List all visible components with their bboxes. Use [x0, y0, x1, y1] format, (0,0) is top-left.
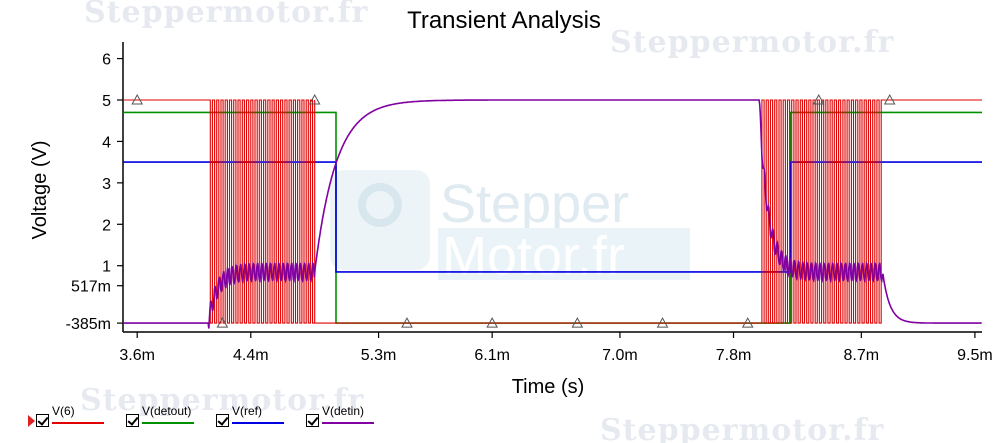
x-tick-label: 7.0m	[602, 347, 638, 364]
series-line-vdetin	[123, 99, 982, 329]
y-tick-label: 4	[102, 134, 111, 151]
legend-label-vref: V(ref)	[232, 404, 262, 418]
legend-swatch-v6	[52, 422, 104, 424]
legend-item-vref[interactable]: V(ref)	[216, 404, 284, 427]
y-tick-label: -385m	[66, 316, 111, 333]
watermark-bottom-left: Steppermotor.fr	[80, 383, 364, 418]
legend-item-vdetin[interactable]: V(detin)	[306, 404, 374, 427]
data-point-marker	[656, 317, 669, 328]
x-axis-label: Time (s)	[512, 376, 585, 398]
data-point-marker	[131, 93, 144, 105]
legend-item-v6[interactable]: V(6)	[28, 404, 104, 427]
watermark-logo: Stepper Motor.fr	[330, 170, 690, 286]
watermark-top-left: Steppermotor.fr	[84, 0, 368, 30]
y-tick-label: 6	[102, 52, 111, 69]
legend-label-vdetout: V(detout)	[142, 404, 192, 418]
watermark-bottom-right: Steppermotor.fr	[600, 413, 884, 443]
vdetout-checkbox[interactable]	[126, 414, 139, 427]
v6-checkbox[interactable]	[36, 414, 49, 427]
y-tick-label: 1	[102, 259, 111, 276]
legend-label-vdetin: V(detin)	[322, 404, 365, 418]
data-point-marker	[401, 317, 413, 328]
legend-swatch-vdetin	[322, 422, 374, 424]
data-point-marker	[883, 93, 896, 105]
data-point-marker	[308, 93, 321, 105]
series-line-v6	[123, 99, 982, 324]
y-tick-label: 517m	[71, 279, 111, 296]
legend-label-v6: V(6)	[52, 404, 75, 418]
legend: V(6) V(detout) V(ref) V(detin)	[28, 404, 396, 436]
data-point-marker	[486, 317, 499, 328]
x-tick-label: 6.1m	[474, 347, 510, 364]
x-tick-label: 4.4m	[233, 347, 269, 364]
x-tick-label: 5.3m	[361, 347, 397, 364]
y-tick-label: 3	[102, 176, 111, 193]
chart-title: Transient Analysis	[407, 7, 601, 34]
data-point-marker	[216, 317, 229, 328]
legend-item-vdetout[interactable]: V(detout)	[126, 404, 194, 427]
x-tick-label: 3.6m	[119, 347, 155, 364]
x-tick-label: 7.8m	[716, 347, 752, 364]
watermark-top-right: Steppermotor.fr	[610, 25, 894, 60]
watermark-center-line1: Stepper	[440, 174, 629, 234]
plot-area	[123, 99, 982, 329]
legend-swatch-vdetout	[142, 422, 194, 424]
data-point-marker	[741, 317, 754, 328]
vref-checkbox[interactable]	[216, 414, 229, 427]
x-tick-label: 9.5m	[957, 347, 993, 364]
axis-ticks: 6 5 4 3 2 1 517m -385m 3.6m 4.4m 5.3m 6.1m 7.0m 7.8m 8…	[66, 52, 993, 364]
y-axis-label: Voltage (V)	[29, 141, 51, 240]
data-point-marker	[571, 317, 584, 328]
y-tick-label: 2	[102, 217, 111, 234]
legend-swatch-vref	[232, 422, 284, 424]
triangle-markers	[131, 93, 896, 328]
active-trace-arrow-icon	[28, 415, 35, 427]
logo-gear-icon	[358, 183, 402, 227]
watermark-center-line2: Motor.fr	[442, 226, 625, 286]
series-line-vref	[123, 161, 982, 273]
vdetin-checkbox[interactable]	[306, 414, 319, 427]
y-tick-label: 5	[102, 93, 111, 110]
x-tick-label: 8.7m	[844, 347, 880, 364]
data-point-marker	[812, 93, 825, 105]
